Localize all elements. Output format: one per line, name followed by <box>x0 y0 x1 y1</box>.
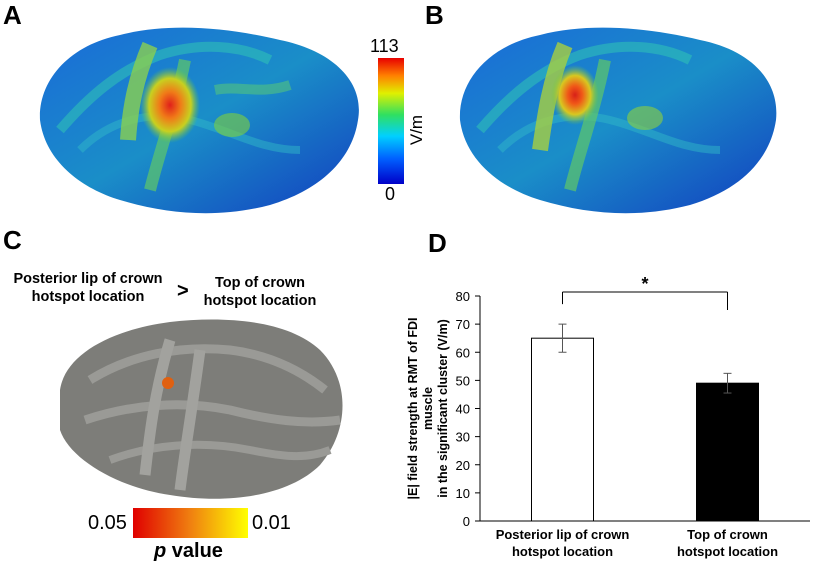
x-tick-label-line: Top of crown <box>687 527 768 542</box>
p-scale-title-italic: p <box>154 540 167 562</box>
comparison-operator: > <box>177 280 189 302</box>
y-tick-label: 30 <box>456 430 470 445</box>
p-scale-title: p value <box>154 540 223 563</box>
colorbar-unit: V/m <box>407 115 426 145</box>
bar-chart: 0 10 20 30 40 50 60 70 80 |E| field strength at R… <box>406 274 810 559</box>
comparison-left-line2: hotspot location <box>31 289 145 305</box>
x-tick-label-line: Posterior lip of crown <box>496 527 630 542</box>
y-tick-label: 50 <box>456 373 470 388</box>
y-axis-label: |E| field strength at RMT of FDImusclein… <box>406 318 450 500</box>
x-tick-label: Top of crown hotspot location <box>677 527 778 559</box>
panel-label-a: A <box>3 0 22 30</box>
colorbar-max-label: 113 <box>370 36 399 56</box>
y-tick-label: 0 <box>463 514 470 529</box>
comparison-right-label: Top of crown hotspot location <box>200 274 320 310</box>
x-tick-label: Posterior lip of crown hotspot location <box>496 527 630 559</box>
bar <box>531 337 594 522</box>
p-scale-title-rest: value <box>166 540 223 562</box>
comparison-right-line1: Top of crown <box>215 275 305 291</box>
x-tick-label-line: hotspot location <box>677 544 778 559</box>
comparison-right-line2: hotspot location <box>203 293 317 309</box>
p-scale-right-label: 0.01 <box>252 512 291 534</box>
y-axis-label-line: in the significant cluster (V/m) <box>436 319 450 498</box>
p-value-colorbar <box>133 508 248 538</box>
panel-label-d: D <box>428 228 447 258</box>
y-axis-label-line: |E| field strength at RMT of FDI <box>406 318 420 500</box>
comparison-left-label: Posterior lip of crown hotspot location <box>8 270 168 306</box>
significance-marker: * <box>641 274 648 294</box>
y-tick-label: 70 <box>456 317 470 332</box>
colorbar <box>378 58 404 184</box>
comparison-left-line1: Posterior lip of crown <box>13 271 163 287</box>
colorbar-unit-label: V/m <box>407 115 426 145</box>
y-tick-label: 20 <box>456 458 470 473</box>
colorbar-min-label: 0 <box>385 184 396 204</box>
y-tick-label: 80 <box>456 289 470 304</box>
y-tick-label: 10 <box>456 486 470 501</box>
brain-map-b <box>459 27 777 214</box>
panel-label-b: B <box>425 0 444 30</box>
y-tick-label: 40 <box>456 402 470 417</box>
y-axis-label-line: muscle <box>421 387 435 430</box>
p-scale-left-label: 0.05 <box>88 512 127 534</box>
x-tick-label-line: hotspot location <box>512 544 613 559</box>
y-tick-label: 60 <box>456 345 470 360</box>
panel-label-c: C <box>3 225 22 255</box>
brain-significance-map <box>60 319 343 499</box>
bar <box>696 382 759 522</box>
brain-map-a <box>39 27 359 214</box>
